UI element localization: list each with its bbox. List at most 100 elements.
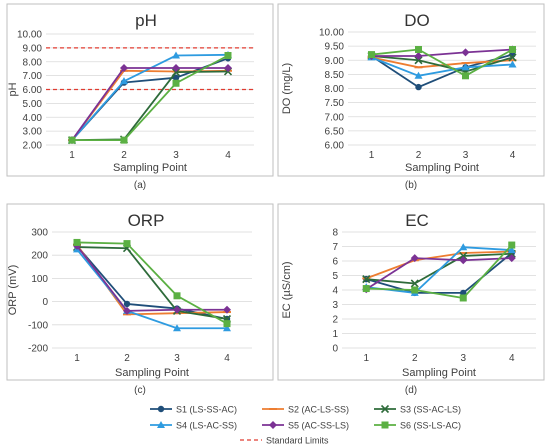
data-point [172,63,180,72]
x-axis-label: Sampling Point [405,162,479,174]
series-line [371,48,513,57]
y-tick-label: 8.50 [325,70,345,81]
series-6 [73,238,231,328]
x-tick-label: 4 [225,150,231,161]
y-tick-label: 7 [332,242,338,253]
data-point [173,305,181,314]
data-point [224,52,232,60]
data-point [509,46,516,54]
data-point [461,48,470,57]
y-tick-label: 9.00 [325,56,345,67]
data-point [508,53,517,62]
legend-label: S6 (SS-LS-AC) [400,421,461,431]
data-point [123,240,131,248]
data-point [120,63,128,72]
data-point [362,275,371,284]
series-line [76,241,228,325]
y-tick-label: 6.00 [23,85,43,96]
y-tick-label: 9.00 [23,43,43,54]
legend-label: S5 (AC-SS-LS) [288,421,349,431]
data-point [224,63,232,72]
data-point [414,56,423,65]
y-tick-label: 4.00 [23,113,43,124]
chart-title: ORP [128,211,165,230]
data-point [123,306,131,315]
legend-marker [269,421,277,429]
y-tick-label: 2.00 [23,141,43,152]
y-tick-label: 9.50 [325,42,345,53]
legend-item: S4 (LS-AC-SS) [150,421,237,431]
data-point [459,256,468,265]
x-tick-label: 2 [121,150,127,161]
y-tick-label: 3 [332,300,338,311]
y-tick-label: 0 [332,344,338,355]
x-tick-label: 3 [173,150,179,161]
series-4 [367,53,517,79]
series-line [76,248,227,330]
data-point [173,324,181,332]
chart-title: EC [405,211,429,230]
y-tick-label: 6.50 [325,126,345,137]
x-axis-label: Sampling Point [402,367,476,379]
y-tick-label: -200 [28,344,48,355]
y-tick-label: 5 [332,271,338,282]
data-point [508,241,516,249]
series-6 [362,241,516,302]
series-line [371,56,513,77]
legend-label: Standard Limits [266,436,329,446]
legend-item: S2 (AC-LS-SS) [262,405,349,415]
x-tick-label: 1 [369,150,375,161]
x-tick-label: 2 [124,353,130,364]
series-line [76,246,228,320]
y-tick-label: 4 [332,286,338,297]
chart-panel-4: EC 8 7 6 5 4 3 2 1 0 1 2 3 4 Sampling Point EC (µS/cm) (… [277,203,545,396]
data-point [414,71,423,79]
legend-label: S4 (LS-AC-SS) [176,421,237,431]
legend-item: S3 (SS-AC-LS) [374,405,461,415]
series-line [365,257,512,291]
chart-panel-1: pH 2.00 3.00 4.00 5.00 6.00 7.00 8.00 9.00 10.00 1… [6,3,274,191]
data-point [172,74,180,81]
series-line [366,244,513,299]
series-line [71,67,228,141]
y-tick-label: 300 [31,228,48,239]
y-tick-label: 8.00 [23,57,43,68]
y-tick-label: 1 [332,329,338,340]
legend-marker [157,421,165,428]
data-point [507,254,516,263]
y-tick-label: 7.00 [23,71,43,82]
y-axis-label: pH [7,82,19,96]
legend: S1 (LS-SS-AC) S2 (AC-LS-SS) S3 (SS-AC-LS) S… [150,405,461,446]
legend-item-limits: Standard Limits [240,436,329,446]
x-tick-label: 4 [224,353,230,364]
data-point [171,68,181,77]
y-tick-label: 2 [332,315,338,326]
x-tick-label: 2 [412,353,418,364]
y-tick-label: 8 [332,228,338,239]
x-tick-label: 3 [460,353,466,364]
chart-title: pH [135,11,157,30]
data-point [223,320,231,328]
legend-marker [381,421,389,429]
y-tick-label: 200 [31,251,48,262]
data-point [415,46,422,54]
chart-panel-3: ORP 300 200 100 0 -100 -200 1 2 3 4 Sampling Point O… [6,203,274,396]
y-tick-label: 6 [332,257,338,268]
data-point [73,238,81,246]
data-point [173,292,181,300]
legend-item: S5 (AC-SS-LS) [262,421,349,431]
series-line [371,55,513,73]
x-tick-label: 4 [509,353,515,364]
data-point [172,79,180,87]
data-point [462,72,469,80]
y-tick-label: 10.00 [17,30,42,41]
x-tick-label: 1 [363,353,369,364]
x-tick-label: 4 [510,150,516,161]
x-tick-label: 3 [174,353,180,364]
data-point [410,254,419,263]
y-tick-label: 3.00 [23,127,43,138]
data-point [223,305,231,314]
y-tick-label: 6.00 [325,141,345,152]
data-point [368,51,375,59]
